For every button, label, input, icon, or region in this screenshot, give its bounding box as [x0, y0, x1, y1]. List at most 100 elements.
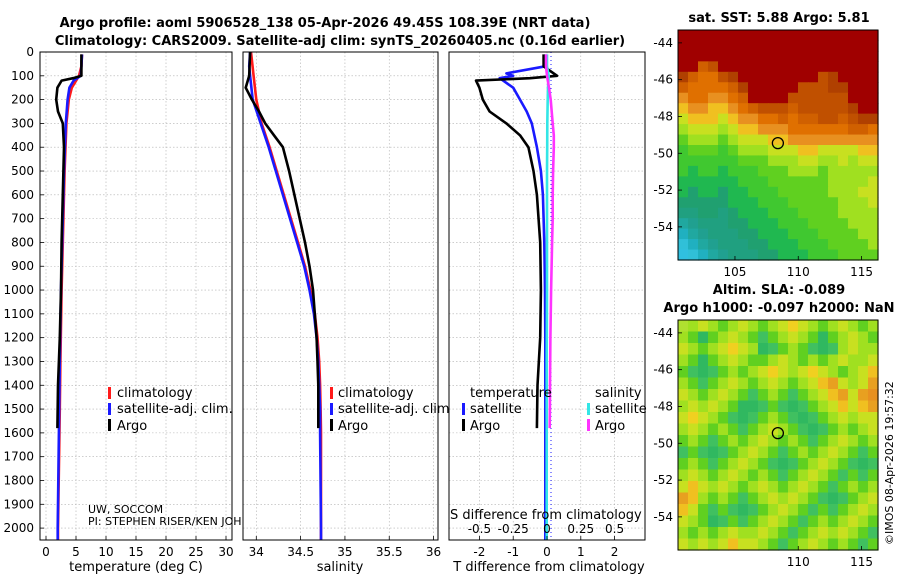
map-cell: [708, 165, 719, 177]
map-cell: [738, 504, 749, 517]
map-cell: [748, 218, 759, 230]
map-cell: [678, 320, 689, 333]
map-cell: [718, 61, 729, 73]
x-tick-label: 34.5: [287, 545, 314, 559]
map-cell: [678, 30, 689, 42]
map-cell: [868, 343, 879, 356]
map-cell: [688, 134, 699, 146]
map-cell: [678, 165, 689, 177]
map-cell: [708, 61, 719, 73]
map-cell: [858, 145, 869, 157]
map-cell: [848, 124, 859, 136]
map-cell: [858, 218, 869, 230]
map-cell: [738, 343, 749, 356]
map-cell: [708, 40, 719, 52]
map-cell: [868, 458, 879, 471]
map-cell: [808, 113, 819, 125]
map-cell: [868, 92, 879, 104]
map-cell: [858, 446, 869, 459]
map-cell: [798, 331, 809, 344]
map-cell: [788, 538, 799, 551]
map-cell: [688, 435, 699, 448]
map-cell: [738, 113, 749, 125]
map-cell: [698, 82, 709, 94]
map-cell: [768, 389, 779, 402]
map-cell: [838, 504, 849, 517]
map-cell: [688, 538, 699, 551]
map-cell: [818, 71, 829, 83]
map-cell: [708, 492, 719, 505]
map-cell: [868, 207, 879, 219]
map-cell: [808, 145, 819, 157]
map-cell: [688, 145, 699, 157]
map-cell: [768, 515, 779, 528]
map-cell: [848, 343, 859, 356]
map-cell: [738, 207, 749, 219]
map-cell: [858, 515, 869, 528]
map-cell: [798, 186, 809, 198]
map-cell: [718, 527, 729, 540]
map-cell: [828, 134, 839, 146]
map-cell: [828, 197, 839, 209]
map-cell: [728, 423, 739, 436]
map-cell: [758, 228, 769, 240]
map-cell: [728, 228, 739, 240]
map-cell: [808, 446, 819, 459]
map-cell: [748, 145, 759, 157]
map-cell: [818, 354, 829, 367]
map-cell: [848, 458, 859, 471]
map-cell: [808, 176, 819, 188]
map-cell: [788, 331, 799, 344]
map-cell: [718, 492, 729, 505]
map-cell: [858, 504, 869, 517]
map-cell: [708, 504, 719, 517]
x-tick-label: 25: [188, 545, 203, 559]
map-cell: [818, 343, 829, 356]
map-cell: [858, 176, 869, 188]
map-cell: [748, 61, 759, 73]
map-cell: [728, 82, 739, 94]
map-cell: [828, 400, 839, 413]
map-cell: [788, 207, 799, 219]
map-cell: [778, 527, 789, 540]
map-cell: [688, 343, 699, 356]
map-cell: [818, 435, 829, 448]
map-cell: [698, 458, 709, 471]
map-cell: [688, 207, 699, 219]
y-tick-label: 1000: [3, 283, 34, 297]
salinity-legend: climatology satellite-adj. clim. Argo: [330, 386, 454, 434]
map-cell: [728, 515, 739, 528]
map-cell: [838, 239, 849, 251]
x-tick-label: 15: [128, 545, 143, 559]
map-cell: [778, 30, 789, 42]
map-cell: [808, 343, 819, 356]
map-cell: [788, 50, 799, 62]
map-cell: [848, 113, 859, 125]
map-cell: [778, 320, 789, 333]
map-cell: [728, 377, 739, 390]
map-cell: [818, 82, 829, 94]
map-cell: [868, 218, 879, 230]
map-cell: [688, 197, 699, 209]
map-cell: [718, 176, 729, 188]
map-cell: [838, 228, 849, 240]
map-cell: [798, 515, 809, 528]
x-tick-label: 34: [249, 545, 264, 559]
map-cell: [848, 492, 859, 505]
map-cell: [758, 82, 769, 94]
map-cell: [748, 527, 759, 540]
map-cell: [768, 249, 779, 261]
map-cell: [868, 249, 879, 261]
map-cell: [768, 343, 779, 356]
map-cell: [768, 50, 779, 62]
map-cell: [708, 527, 719, 540]
map-cell: [738, 320, 749, 333]
map-cell: [838, 366, 849, 379]
map-cell: [718, 423, 729, 436]
map-cell: [828, 145, 839, 157]
legend-label-t-argo: Argo: [470, 419, 500, 434]
map-cell: [848, 40, 859, 52]
map-cell: [748, 134, 759, 146]
s-tick-label: 0.5: [605, 522, 624, 536]
map-x-tick-label: 115: [850, 265, 873, 279]
